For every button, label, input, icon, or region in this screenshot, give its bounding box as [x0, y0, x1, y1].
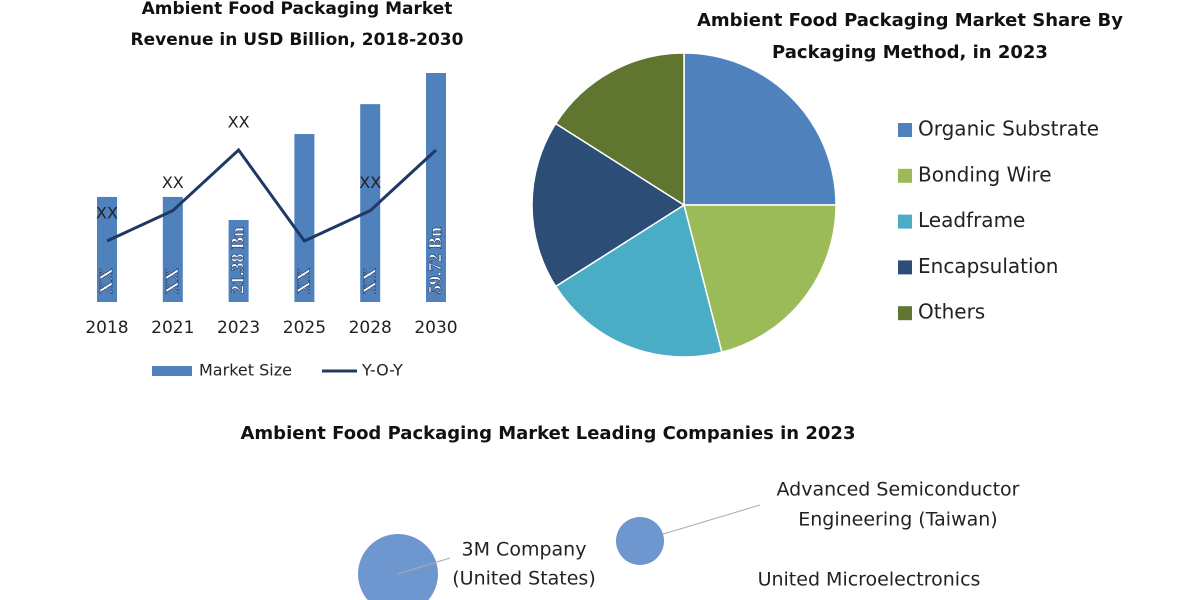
x-tick-label: 2025	[283, 318, 326, 338]
legend-swatch	[152, 366, 192, 376]
pie-slice	[531, 122, 686, 288]
legend-label: Organic Substrate	[918, 117, 1099, 141]
x-tick-label: 2030	[414, 318, 457, 338]
legend-swatch	[898, 260, 912, 275]
legend-swatch	[898, 214, 912, 229]
value-label: XX	[162, 268, 182, 294]
company-label: Advanced Semiconductor	[777, 479, 1020, 501]
legend-label: Encapsulation	[918, 254, 1058, 278]
pie-chart-title: Ambient Food Packaging Market Share By P…	[697, 10, 1123, 63]
line	[106, 147, 438, 243]
legend-swatch	[898, 168, 912, 183]
line-value-label: XX	[228, 113, 250, 132]
leader-line	[397, 557, 451, 575]
legend-label: Bonding Wire	[918, 162, 1052, 186]
company-label: (United States)	[452, 568, 595, 590]
bar-chart-title: Ambient Food Packaging Market Revenue in…	[130, 0, 464, 50]
pie-slice	[554, 52, 685, 207]
x-tick-label: 2021	[151, 318, 194, 338]
company-bubble	[616, 517, 664, 565]
bar	[97, 196, 117, 302]
legend-label: Others	[918, 300, 985, 324]
companies-title: Ambient Food Packaging Market Leading Co…	[240, 423, 856, 444]
value-label: XX	[96, 268, 116, 294]
bar	[426, 73, 446, 302]
value-label: 21.38 Bn	[228, 227, 248, 294]
legend-swatch	[898, 306, 912, 321]
legend-swatch	[898, 123, 912, 137]
pie-slice	[683, 204, 837, 354]
legend-label: Leadframe	[918, 208, 1025, 232]
company-label: 3M Company	[462, 539, 587, 561]
legend-label: Y-O-Y	[361, 361, 403, 380]
bar	[294, 134, 315, 302]
bar	[162, 196, 183, 302]
pie-slice	[554, 203, 723, 358]
value-label: XX	[359, 268, 379, 294]
x-tick-label: 2028	[349, 318, 392, 338]
line-value-label: XX	[96, 204, 118, 223]
company-label: Engineering (Taiwan)	[798, 509, 997, 531]
pie-slice	[683, 52, 837, 206]
line-value-label: XX	[162, 173, 184, 192]
x-tick-label: 2023	[217, 318, 260, 338]
value-label: 59.72 Bn	[425, 227, 445, 294]
bar	[228, 220, 249, 302]
x-tick-label: 2018	[85, 318, 128, 338]
company-bubble	[358, 534, 438, 600]
line-value-label: XX	[359, 173, 381, 192]
bar	[360, 104, 381, 303]
legend-label: Market Size	[199, 361, 292, 380]
company-label: United Microelectronics	[758, 569, 981, 591]
value-label: XX	[294, 268, 314, 294]
